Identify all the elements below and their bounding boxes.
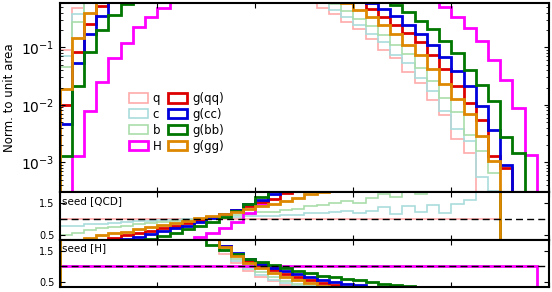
Legend: q, c, b, H, g(qq), g(cc), g(bb), g(gg): q, c, b, H, g(qq), g(cc), g(bb), g(gg) [124, 87, 229, 157]
Y-axis label: Norm. to unit area: Norm. to unit area [3, 43, 16, 152]
Text: seed [H]: seed [H] [62, 244, 106, 253]
Text: seed [QCD]: seed [QCD] [62, 196, 122, 206]
